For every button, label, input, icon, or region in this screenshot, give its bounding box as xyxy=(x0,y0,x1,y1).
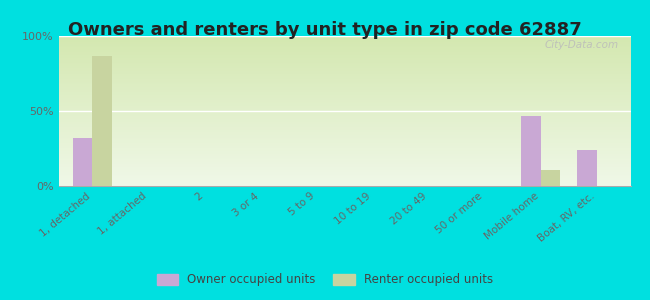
Legend: Owner occupied units, Renter occupied units: Owner occupied units, Renter occupied un… xyxy=(152,269,498,291)
Bar xyxy=(541,169,560,186)
Text: City-Data.com: City-Data.com xyxy=(545,40,619,50)
Bar xyxy=(521,116,541,186)
Bar xyxy=(577,150,597,186)
Bar xyxy=(92,56,112,186)
Text: Owners and renters by unit type in zip code 62887: Owners and renters by unit type in zip c… xyxy=(68,21,582,39)
Bar xyxy=(73,138,92,186)
